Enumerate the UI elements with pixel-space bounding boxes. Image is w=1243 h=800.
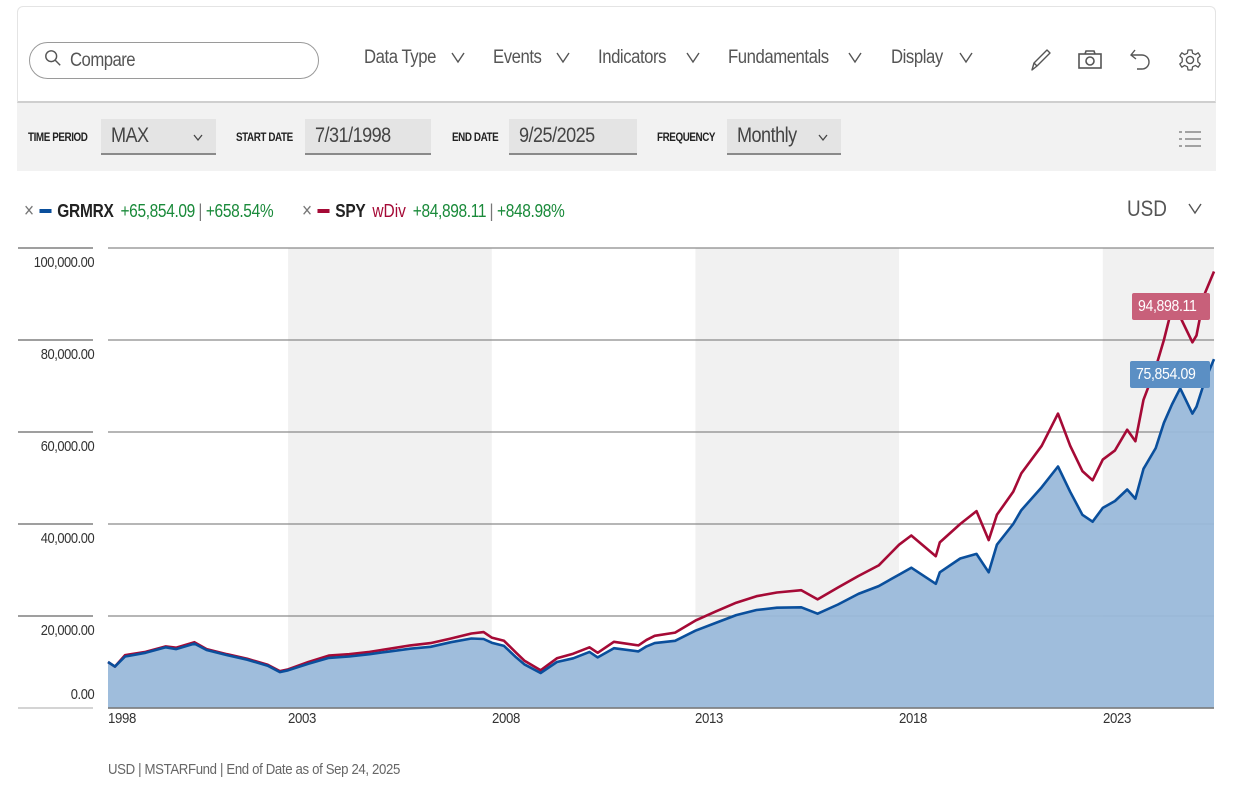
y-tick-label: 40,000.00	[40, 530, 94, 547]
shaded-period-band	[288, 248, 492, 708]
chevron-down-icon	[958, 49, 974, 71]
spy-end-value-tag: 94,898.11	[1132, 293, 1211, 321]
series-change: +84,898.11	[412, 200, 487, 221]
remove-series-close-icon[interactable]: ×	[24, 199, 35, 222]
menu-indicators[interactable]: Indicators	[598, 47, 700, 69]
chevron-down-icon	[555, 49, 571, 71]
x-tick-label: 2003	[288, 710, 317, 727]
start-date-input[interactable]: 7/31/1998	[305, 119, 431, 155]
time-period-select[interactable]: MAX	[101, 119, 216, 155]
y-tick-label: 20,000.00	[40, 622, 94, 639]
series-pct: +658.54%	[205, 200, 274, 221]
end-date-value: 9/25/2025	[519, 124, 595, 147]
menu-fundamentals[interactable]: Fundamentals	[728, 47, 862, 69]
menu-events[interactable]: Events	[493, 47, 570, 69]
gear-icon[interactable]	[1177, 47, 1203, 73]
time-period-label: TIME PERIOD	[28, 130, 88, 144]
menu-label: Data Type	[364, 47, 436, 68]
undo-icon[interactable]	[1128, 47, 1154, 73]
time-period-value: MAX	[111, 124, 149, 147]
series-swatch	[317, 209, 330, 213]
frequency-value: Monthly	[737, 124, 797, 147]
chart-toolbar: Compare Data Type Events Indicators Fund…	[17, 6, 1216, 103]
currency-select[interactable]: USD	[1127, 196, 1203, 222]
chevron-down-icon	[1187, 196, 1203, 222]
start-date-value: 7/31/1998	[315, 124, 391, 147]
x-tick-label: 2023	[1102, 710, 1131, 727]
menu-label: Fundamentals	[728, 47, 829, 68]
x-tick-label: 2008	[491, 710, 520, 727]
y-tick-label: 100,000.00	[33, 254, 95, 271]
chart-footer-note: USD | MSTARFund | End of Date as of Sep …	[108, 761, 401, 778]
chevron-down-icon	[192, 130, 204, 148]
camera-icon[interactable]	[1077, 47, 1103, 73]
chevron-down-icon	[685, 49, 701, 71]
chart-plot	[18, 247, 1216, 709]
list-view-icon[interactable]	[1178, 129, 1202, 149]
legend-item-spy: × SPY wDiv +84,898.11 | +848.98%	[301, 199, 565, 223]
pencil-icon[interactable]	[1028, 47, 1054, 73]
separator: |	[489, 200, 494, 221]
legend-item-grmrx: × GRMRX +65,854.09 | +658.54%	[24, 199, 274, 223]
series-ticker: SPY	[335, 200, 366, 221]
separator: |	[198, 200, 203, 221]
growth-chart[interactable]: 0.00 20,000.00 40,000.00 60,000.00 80,000.00…	[0, 240, 1243, 750]
grmrx-end-value-tag: 75,854.09	[1130, 361, 1210, 389]
series-ticker: GRMRX	[57, 200, 114, 221]
currency-value: USD	[1127, 196, 1167, 221]
menu-label: Display	[891, 47, 943, 68]
menu-data-type[interactable]: Data Type	[364, 47, 465, 69]
y-tick-label: 0.00	[70, 686, 95, 703]
chevron-down-icon	[450, 49, 466, 71]
search-placeholder: Compare	[70, 49, 136, 71]
end-date-input[interactable]: 9/25/2025	[509, 119, 637, 155]
series-pct: +848.98%	[496, 200, 565, 221]
search-icon	[44, 49, 62, 72]
series-swatch	[39, 209, 52, 213]
grmrx-area	[108, 359, 1214, 708]
frequency-select[interactable]: Monthly	[727, 119, 841, 155]
menu-display[interactable]: Display	[891, 47, 973, 69]
chart-legend: × GRMRX +65,854.09 | +658.54% × SPY wDiv…	[24, 198, 607, 224]
chevron-down-icon	[817, 130, 829, 148]
filter-bar: TIME PERIOD MAX START DATE 7/31/1998 END…	[17, 103, 1216, 171]
x-tick-label: 2013	[695, 710, 724, 727]
y-tick-label: 60,000.00	[40, 438, 94, 455]
series-suffix: wDiv	[372, 200, 406, 221]
x-tick-label: 2018	[899, 710, 928, 727]
end-date-label: END DATE	[452, 130, 499, 144]
compare-search-input[interactable]: Compare	[29, 42, 319, 79]
grmrx-line	[107, 358, 1216, 675]
menu-label: Indicators	[598, 47, 667, 68]
x-tick-label: 1998	[108, 710, 136, 727]
start-date-label: START DATE	[236, 130, 293, 144]
chevron-down-icon	[847, 49, 863, 71]
menu-label: Events	[493, 47, 542, 68]
series-change: +65,854.09	[120, 200, 195, 221]
y-tick-label: 80,000.00	[40, 346, 94, 363]
frequency-label: FREQUENCY	[657, 130, 716, 144]
remove-series-close-icon[interactable]: ×	[301, 199, 312, 222]
